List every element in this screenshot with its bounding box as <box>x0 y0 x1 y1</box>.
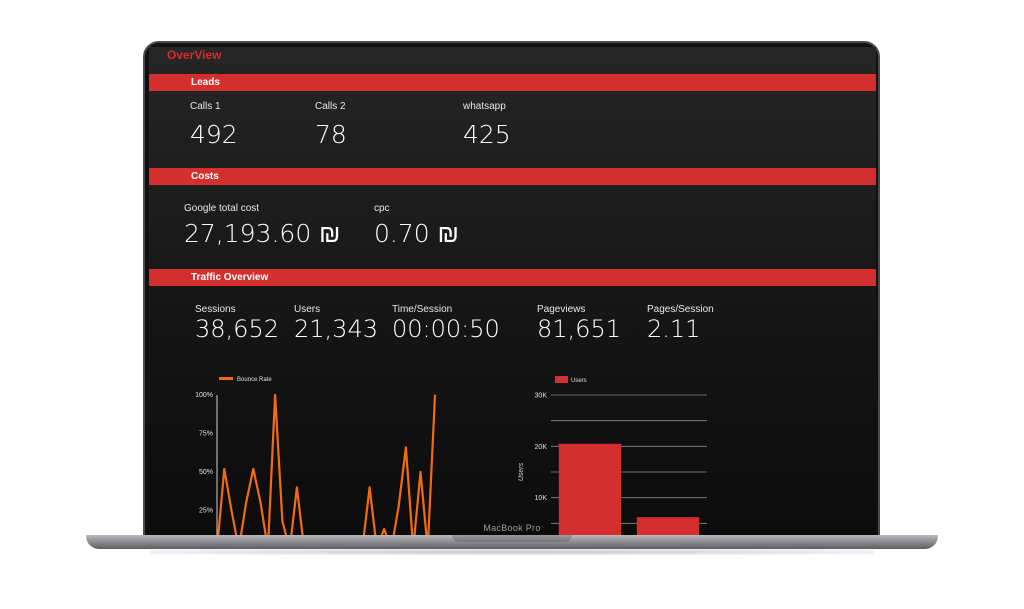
y-axis-label: Users <box>518 462 525 481</box>
metric-sessions: Sessions 38,652 <box>195 304 279 343</box>
metric-pages-session: Pages/Session 2.11 <box>647 304 714 343</box>
data-point <box>230 509 233 512</box>
metric-value: 492 <box>190 120 238 149</box>
laptop-base <box>86 535 938 549</box>
metric-whatsapp: whatsapp 425 <box>463 101 511 149</box>
metric-value: 78 <box>315 120 347 149</box>
bar <box>558 443 622 535</box>
metric-time-session: Time/Session 00:00:50 <box>392 304 500 343</box>
metric-label: cpc <box>374 203 390 214</box>
metric-label: Calls 1 <box>190 101 221 112</box>
data-point <box>252 468 254 470</box>
data-point <box>245 502 247 504</box>
metric-value: 2.11 <box>647 315 701 343</box>
data-point <box>260 502 262 504</box>
data-point <box>419 471 422 473</box>
metric-cpc: cpc 0.70 ₪ <box>374 203 459 249</box>
y-tick-label: 10K <box>535 495 548 502</box>
metric-label: Calls 2 <box>315 101 346 112</box>
series-line-bounce-rate <box>217 393 437 535</box>
metric-value: 0.70 ₪ <box>374 219 459 248</box>
metric-value: 81,651 <box>537 315 621 343</box>
metric-calls-1: Calls 1 492 <box>190 101 238 149</box>
data-point <box>398 505 400 507</box>
data-point <box>383 528 385 530</box>
metric-value: 21,343 <box>294 315 378 343</box>
y-tick-label: 20K <box>535 444 548 451</box>
metric-label: whatsapp <box>463 101 506 112</box>
metric-value: 425 <box>463 120 511 149</box>
section-header-leads: Leads <box>149 74 876 91</box>
y-tick-label: 75% <box>199 431 213 438</box>
bar <box>636 517 700 535</box>
data-point <box>274 394 276 396</box>
metric-value: 27,193.60 ₪ <box>184 219 341 248</box>
data-point <box>434 394 436 396</box>
metric-label: Sessions <box>195 304 236 315</box>
data-point <box>296 486 298 488</box>
metric-value: 38,652 <box>195 315 279 343</box>
data-point <box>223 468 225 470</box>
y-tick-label: 25% <box>199 508 213 515</box>
data-point <box>369 486 371 488</box>
users-bar-chart: Users30K20K10K0UsersNew VisitorReturning… <box>518 376 707 535</box>
device-brand-label: MacBook Pro <box>483 523 541 533</box>
laptop-shadow <box>150 549 874 555</box>
metric-users: Users 21,343 <box>294 304 378 343</box>
metric-label: Users <box>294 304 321 315</box>
dashboard-screen: OverView Leads Calls 1 492 Calls 2 78 wh… <box>149 47 876 535</box>
metric-pageviews: Pageviews 81,651 <box>537 304 621 343</box>
section-header-traffic: Traffic Overview <box>149 269 876 286</box>
data-point <box>281 520 283 522</box>
metric-label: Google total cost <box>184 203 260 214</box>
metric-label: Pages/Session <box>647 304 714 315</box>
legend-label: Bounce Rate <box>237 377 272 383</box>
metric-label: Pageviews <box>537 304 586 315</box>
y-tick-label: 50% <box>199 469 213 476</box>
metric-label: Time/Session <box>392 304 453 315</box>
page-title: OverView <box>167 48 222 62</box>
legend-swatch <box>219 377 233 380</box>
y-tick-label: 30K <box>535 393 548 400</box>
data-point <box>405 446 407 448</box>
metric-google-total-cost: Google total cost 27,193.60 ₪ <box>184 203 340 249</box>
legend-label: Users <box>571 378 587 384</box>
legend-swatch <box>555 376 568 383</box>
section-header-costs: Costs <box>149 168 876 185</box>
y-tick-label: 100% <box>195 392 213 399</box>
laptop-notch <box>452 535 572 542</box>
metric-calls-2: Calls 2 78 <box>315 101 347 149</box>
metric-value: 00:00:50 <box>392 315 500 343</box>
